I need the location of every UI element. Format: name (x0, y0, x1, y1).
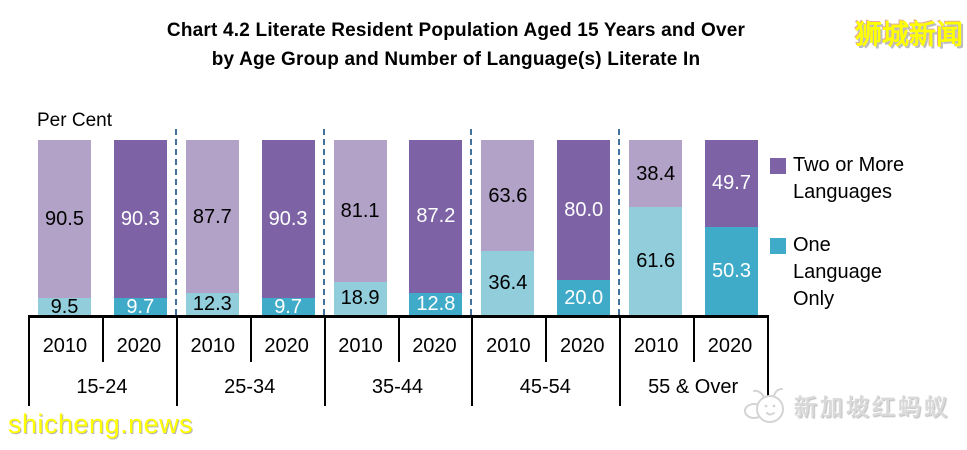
bar-55 & Over-2020: 49.7 50.3 (705, 140, 758, 315)
age-group-label: 15-24 (76, 375, 128, 398)
axis-tick-minor (397, 315, 400, 362)
year-label: 2020 (707, 334, 753, 357)
chart-title-line2: by Age Group and Number of Language(s) L… (211, 49, 701, 70)
age-group-label: 25-34 (224, 375, 276, 398)
group-separator-dashed (470, 129, 473, 315)
red-ant-logo-icon (744, 388, 784, 423)
bar-value-label: 9.7 (126, 295, 155, 318)
year-label: 2010 (42, 334, 88, 357)
segment-two-or-more-languages: 38.4 (629, 140, 683, 208)
year-label: 2010 (633, 334, 679, 357)
axis-tick-major (323, 315, 326, 406)
segment-one-language-only: 18.9 (333, 281, 387, 315)
bar-value-label: 90.5 (45, 208, 84, 231)
legend-label-one-language: One Language Only (793, 234, 882, 310)
bar-35-44-2020: 87.2 12.8 (409, 140, 463, 315)
segment-two-or-more-languages: 63.6 (481, 140, 535, 252)
segment-two-or-more-languages: 49.7 (705, 140, 758, 227)
year-label: 2010 (190, 334, 235, 357)
bar-value-label: 12.8 (416, 292, 456, 315)
year-label: 2010 (338, 334, 383, 357)
bar-45-54-2020: 80.0 20.0 (557, 140, 611, 315)
axis-tick-major (175, 315, 178, 406)
year-label: 2010 (486, 334, 531, 357)
legend-swatch-one-language-icon (770, 238, 786, 254)
axis-tick-major (471, 315, 474, 406)
bar-value-label: 90.3 (268, 208, 308, 230)
bar-35-44-2010: 81.1 18.9 (333, 140, 387, 315)
axis-tick-minor (101, 315, 104, 362)
chart-title-line1: Chart 4.2 Literate Resident Population A… (166, 20, 746, 41)
year-label: 2020 (116, 334, 162, 357)
bar-value-label: 38.4 (636, 162, 676, 185)
year-label: 2020 (412, 334, 457, 357)
bar-55 & Over-2010: 38.4 61.6 (629, 140, 683, 315)
bar-value-label: 81.1 (340, 199, 380, 222)
segment-one-language-only: 9.7 (261, 295, 315, 318)
bar-value-label: 49.7 (712, 172, 751, 195)
segment-one-language-only: 9.5 (38, 295, 91, 318)
watermark-red-ants-text: 新加坡红蚂蚁 (794, 394, 950, 420)
segment-one-language-only: 12.3 (185, 293, 239, 316)
legend-swatch-two-or-more-icon (770, 158, 786, 174)
bar-value-label: 80.0 (564, 199, 604, 221)
segment-one-language-only: 36.4 (481, 251, 535, 315)
bar-25-34-2010: 87.7 12.3 (185, 140, 239, 316)
watermark-shicheng-news-url: shicheng.news (8, 409, 194, 439)
segment-two-or-more-languages: 81.1 (333, 140, 387, 282)
axis-tick-minor (545, 315, 548, 362)
legend-label-two-or-more: Two or More Languages (793, 154, 905, 203)
bar-45-54-2010: 63.6 36.4 (481, 140, 535, 315)
axis-tick-major (28, 315, 30, 406)
segment-one-language-only: 12.8 (409, 292, 463, 315)
legend-item-two-or-more-languages: Two or More Languages (770, 152, 913, 206)
axis-tick-minor (693, 315, 696, 362)
axis-unit-label: Per Cent (37, 110, 112, 131)
bar-value-label: 20.0 (564, 286, 604, 309)
bar-25-34-2020: 90.3 9.7 (261, 140, 315, 318)
age-group-label: 45-54 (519, 375, 571, 398)
watermark-red-ants: 新加坡红蚂蚁 (740, 384, 950, 426)
watermark-shicheng-news-cn: 狮城新闻 (855, 20, 963, 50)
bar-value-label: 61.6 (636, 250, 676, 273)
bar-value-label: 87.2 (416, 205, 456, 228)
group-separator-dashed (322, 129, 325, 315)
bar-15-24-2010: 90.5 9.5 (38, 140, 91, 318)
segment-two-or-more-languages: 90.3 (261, 140, 315, 299)
chart-title: Chart 4.2 Literate Resident Population A… (0, 16, 912, 74)
segment-one-language-only: 20.0 (557, 280, 611, 315)
segment-two-or-more-languages: 80.0 (557, 140, 611, 280)
bar-value-label: 12.3 (192, 293, 232, 316)
year-label: 2020 (559, 334, 605, 357)
bar-value-label: 18.9 (340, 287, 380, 310)
group-separator-dashed (174, 129, 177, 315)
bar-value-label: 90.3 (120, 208, 160, 230)
age-group-label: 35-44 (371, 375, 424, 398)
bar-value-label: 50.3 (712, 259, 751, 282)
bar-15-24-2020: 90.3 9.7 (113, 140, 167, 318)
legend-item-one-language-only: One Language Only (770, 232, 913, 313)
axis-tick-major (619, 315, 622, 406)
axis-tick-major (767, 315, 769, 406)
group-separator-dashed (618, 129, 621, 315)
segment-two-or-more-languages: 90.3 (113, 140, 167, 299)
bar-value-label: 36.4 (488, 272, 528, 295)
segment-one-language-only: 61.6 (629, 207, 683, 315)
bar-value-label: 9.5 (50, 295, 79, 318)
legend: Two or More Languages One Language Only (770, 152, 913, 339)
segment-two-or-more-languages: 90.5 (38, 140, 91, 299)
segment-one-language-only: 9.7 (113, 295, 167, 318)
segment-two-or-more-languages: 87.7 (185, 140, 239, 294)
segment-one-language-only: 50.3 (705, 226, 758, 315)
segment-two-or-more-languages: 87.2 (409, 140, 463, 293)
bar-value-label: 87.7 (192, 205, 232, 228)
bar-value-label: 9.7 (274, 295, 302, 318)
age-group-label: 55 & Over (648, 375, 739, 398)
axis-tick-minor (249, 315, 252, 362)
year-label: 2020 (264, 334, 309, 357)
bar-value-label: 63.6 (488, 184, 528, 207)
